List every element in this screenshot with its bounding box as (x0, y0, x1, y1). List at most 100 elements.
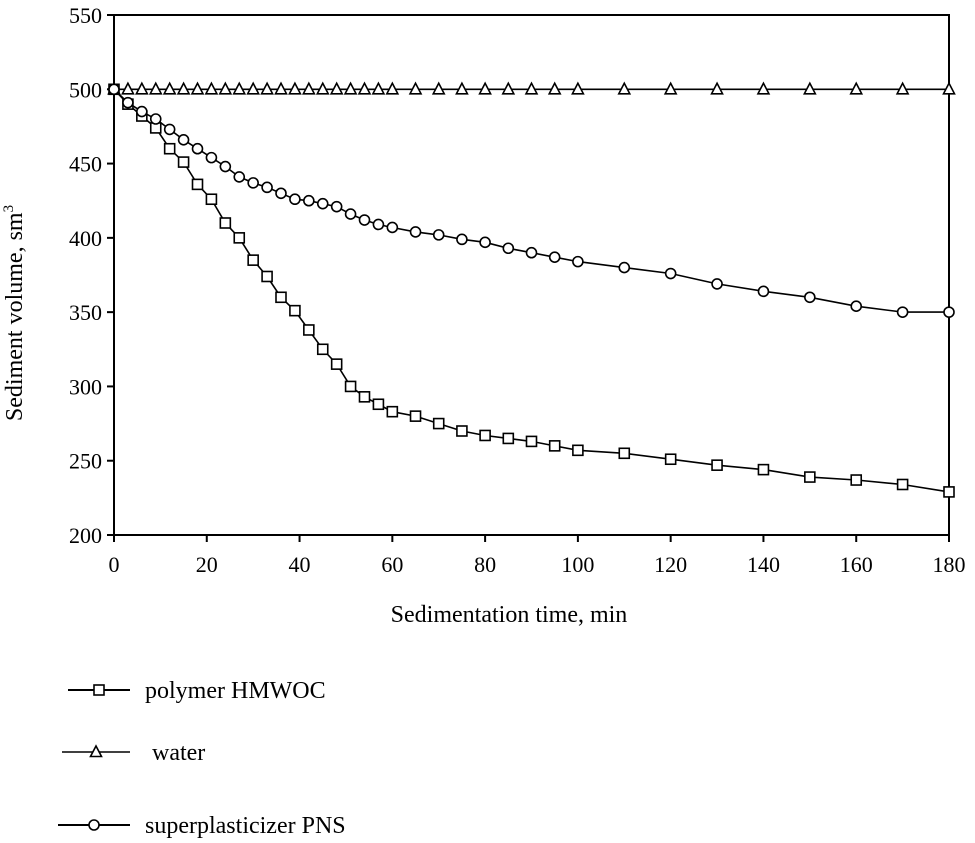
data-point-water (329, 81, 344, 95)
x-tick-label: 100 (561, 552, 594, 577)
data-point-polymer-hmwoc (409, 410, 422, 422)
data-point-water (232, 81, 247, 95)
y-tick-label: 550 (69, 3, 102, 28)
x-tick-label: 80 (474, 552, 496, 577)
data-point-water (204, 81, 219, 95)
series-group (107, 81, 956, 498)
data-point-polymer-hmwoc (358, 391, 371, 403)
data-point-polymer-hmwoc (219, 217, 232, 229)
data-point-water (571, 81, 585, 95)
data-point-superplasticizer-pns (618, 261, 631, 274)
data-point-polymer-hmwoc (191, 178, 204, 191)
data-point-superplasticizer-pns (344, 208, 357, 220)
data-point-superplasticizer-pns (177, 134, 190, 146)
data-point-polymer-hmwoc (711, 459, 723, 471)
series-water (107, 81, 956, 95)
y-axis-title-superscript: 3 (1, 205, 17, 213)
data-point-superplasticizer-pns (548, 251, 561, 263)
x-tick-label: 160 (840, 552, 873, 577)
data-point-polymer-hmwoc (479, 429, 491, 442)
data-point-water (302, 81, 316, 95)
legend-label: water (152, 740, 205, 766)
data-point-superplasticizer-pns (896, 306, 909, 318)
data-point-polymer-hmwoc (757, 463, 770, 476)
data-point-superplasticizer-pns (261, 181, 273, 194)
data-point-superplasticizer-pns (108, 83, 120, 96)
data-point-polymer-hmwoc (316, 343, 329, 356)
data-point-polymer-hmwoc (572, 444, 584, 457)
data-point-superplasticizer-pns (122, 96, 134, 109)
y-tick-label: 200 (69, 523, 102, 548)
data-point-water (176, 81, 191, 95)
y-axis-title-main: Sediment volume, sm (2, 212, 28, 421)
data-point-water (121, 81, 135, 95)
x-tick-label: 180 (933, 552, 966, 577)
data-point-polymer-hmwoc (432, 417, 445, 430)
data-point-superplasticizer-pns (289, 193, 301, 206)
data-point-water (942, 81, 956, 95)
data-point-superplasticizer-pns (149, 113, 162, 125)
y-tick-label: 350 (69, 300, 102, 325)
data-point-water (803, 81, 817, 95)
data-point-superplasticizer-pns (163, 123, 176, 136)
legend-marker-polymer-hmwoc (93, 684, 105, 696)
data-point-water (274, 81, 288, 95)
data-point-superplasticizer-pns (233, 171, 246, 183)
data-point-water (135, 81, 149, 95)
data-point-superplasticizer-pns (219, 160, 232, 173)
data-point-polymer-hmwoc (289, 304, 301, 317)
data-point-water (710, 81, 724, 95)
data-point-water (849, 81, 864, 95)
y-tick-label: 400 (69, 226, 102, 251)
data-point-water (663, 81, 678, 95)
data-point-polymer-hmwoc (664, 453, 677, 466)
data-point-polymer-hmwoc (247, 254, 259, 266)
data-point-water (371, 81, 386, 95)
data-point-polymer-hmwoc (205, 193, 218, 206)
data-point-superplasticizer-pns (432, 229, 445, 241)
data-point-superplasticizer-pns (205, 151, 218, 164)
data-point-polymer-hmwoc (386, 405, 399, 418)
data-point-water (478, 81, 492, 95)
legend-item-water: water (62, 740, 205, 766)
data-point-water (190, 81, 205, 95)
data-point-polymer-hmwoc (896, 478, 909, 491)
data-point-water (385, 81, 400, 95)
data-point-superplasticizer-pns (316, 197, 329, 210)
data-point-water (501, 81, 516, 95)
data-point-superplasticizer-pns (247, 177, 259, 189)
data-point-polymer-hmwoc (275, 291, 287, 304)
data-point-superplasticizer-pns (275, 187, 287, 200)
data-point-polymer-hmwoc (804, 471, 816, 483)
data-point-water (895, 81, 910, 95)
data-point-polymer-hmwoc (233, 232, 246, 244)
data-point-superplasticizer-pns (572, 255, 584, 268)
legend-item-polymer-hmwoc: polymer HMWOC (68, 678, 326, 704)
x-axis-title: Sedimentation time, min (391, 602, 628, 628)
data-point-water (218, 81, 233, 95)
legend-marker-water (89, 744, 103, 758)
data-point-superplasticizer-pns (409, 226, 422, 238)
series-line-polymer-hmwoc (113, 88, 950, 493)
y-tick-label: 450 (69, 152, 102, 177)
data-point-polymer-hmwoc (303, 324, 315, 336)
data-point-polymer-hmwoc (850, 474, 863, 486)
data-point-water (617, 81, 632, 95)
legend-label: superplasticizer PNS (145, 813, 346, 839)
y-axis-title: Sediment volume, sm3 (1, 205, 28, 421)
data-point-water (260, 81, 274, 95)
data-point-superplasticizer-pns (711, 278, 723, 290)
legend-label: polymer HMWOC (145, 678, 326, 704)
y-tick-label: 500 (69, 77, 102, 102)
data-point-water (431, 81, 446, 95)
data-point-superplasticizer-pns (479, 236, 491, 249)
data-point-superplasticizer-pns (804, 291, 816, 304)
legend-item-superplasticizer-pns: superplasticizer PNS (58, 813, 346, 839)
data-point-polymer-hmwoc (163, 142, 176, 155)
data-point-superplasticizer-pns (456, 233, 468, 246)
data-point-superplasticizer-pns (757, 285, 770, 298)
data-point-superplasticizer-pns (664, 267, 677, 280)
data-point-polymer-hmwoc (943, 486, 955, 498)
y-tick-label: 250 (69, 449, 102, 474)
